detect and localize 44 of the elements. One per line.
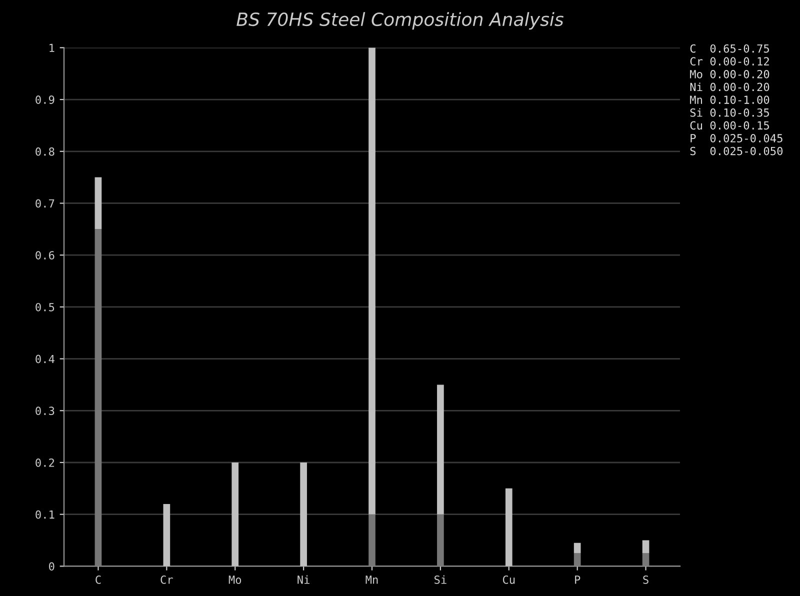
bar [368, 514, 376, 566]
x-tick-label: Mn [366, 576, 378, 584]
bar [232, 462, 239, 566]
y-tick-label: 0.2 [36, 458, 54, 467]
bar [368, 48, 376, 514]
text: P 0.025-0.045 [690, 134, 782, 142]
text: Ni 0.00-0.20 [690, 82, 770, 92]
y-tick-label: 0.8 [36, 147, 54, 156]
y-tick-label: 0.3 [36, 406, 54, 416]
x-tick-label: Si [434, 575, 446, 584]
text: Cu 0.00-0.15 [690, 121, 769, 130]
bar [642, 540, 650, 554]
bar [574, 553, 581, 566]
bar [505, 488, 512, 566]
x-tick-label: Mo [228, 576, 242, 584]
text: Mn 0.10-1.00 [690, 96, 770, 104]
text: S 0.025-0.050 [690, 146, 783, 156]
y-tick-label: 0.4 [36, 354, 54, 364]
bar [437, 384, 444, 514]
text: Mo 0.00-0.20 [690, 70, 770, 78]
x-tick-label: P [575, 576, 580, 584]
x-tick-label: Cu [502, 575, 515, 584]
bar [642, 553, 650, 566]
bar [94, 177, 102, 230]
text: Si 0.10-0.35 [690, 108, 769, 117]
y-tick-label: 0.6 [36, 251, 54, 260]
y-tick-label: 0.7 [36, 199, 54, 208]
x-tick-label: C [96, 575, 101, 584]
bar [437, 514, 444, 566]
y-tick-label: 0.9 [36, 96, 54, 104]
y-tick-label: 0 [49, 562, 54, 571]
x-tick-label: S [643, 575, 648, 584]
x-tick-label: Ni [298, 575, 310, 584]
y-tick-label: 0.1 [36, 510, 54, 519]
y-tick-label: 0.5 [36, 302, 54, 312]
bar [300, 462, 307, 566]
text: Cr 0.00-0.12 [690, 57, 769, 66]
bar [163, 504, 170, 566]
x-tick-label: Cr [160, 575, 173, 584]
y-tick-label: 1 [50, 44, 54, 52]
bar [574, 542, 581, 554]
bar [94, 229, 102, 566]
text: C 0.65-0.75 [690, 44, 769, 53]
chart-title: BS 70HS Steel Composition Analysis [236, 12, 564, 30]
